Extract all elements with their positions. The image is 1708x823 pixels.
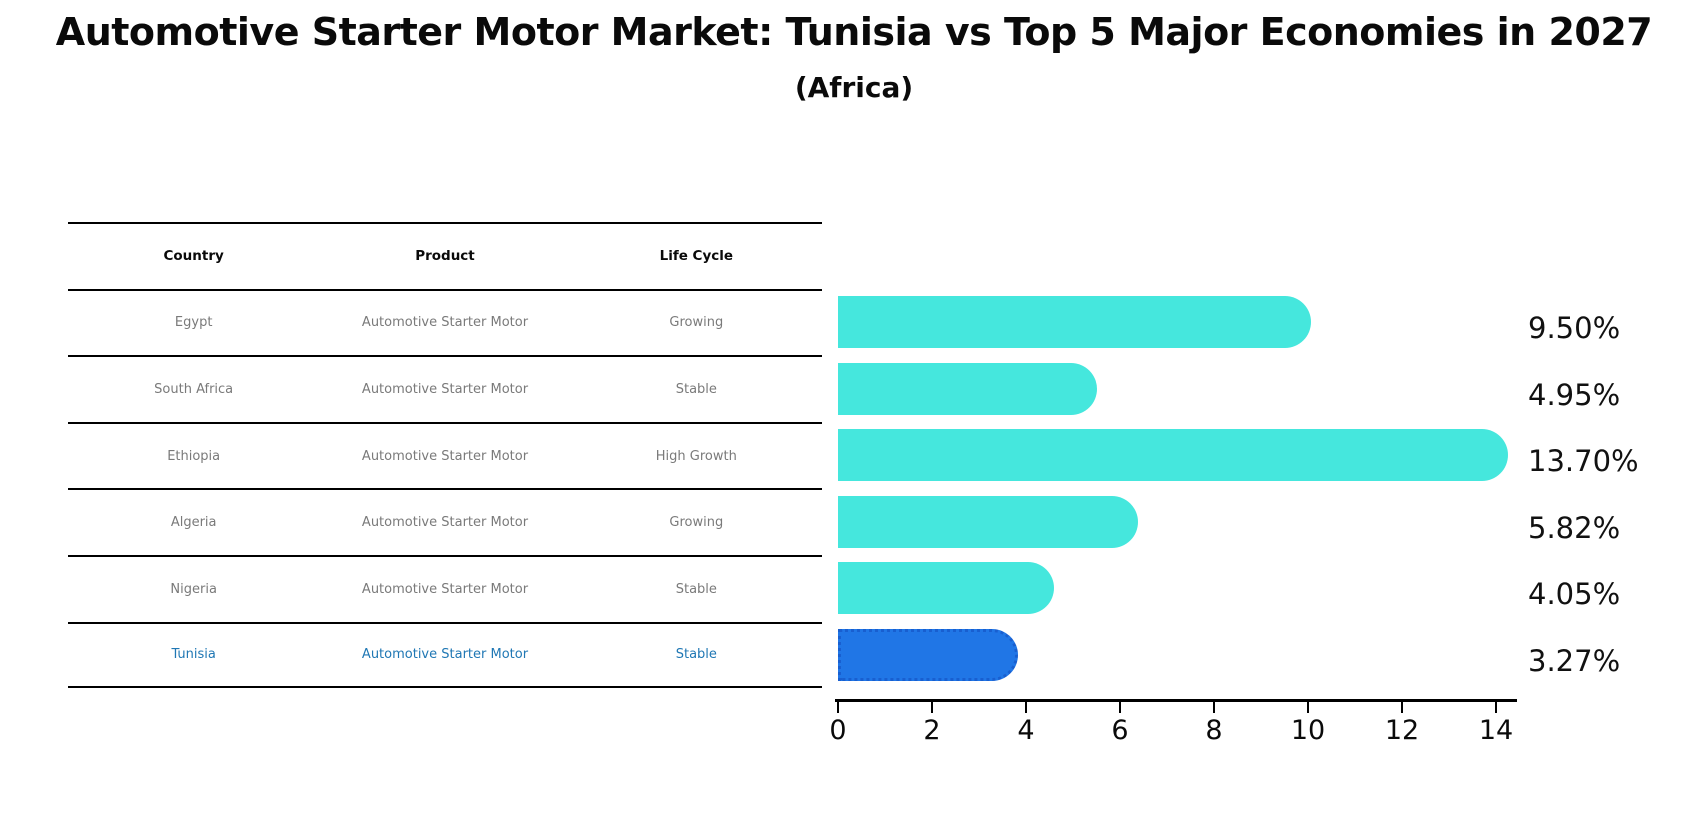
x-axis-tick xyxy=(1213,700,1215,713)
table-cell-product: Automotive Starter Motor xyxy=(361,647,529,663)
bar-value-label: 4.05% xyxy=(1528,577,1621,612)
x-axis-tick xyxy=(837,700,839,713)
table-cell-life-cycle: High Growth xyxy=(655,448,737,464)
table-cell-life-cycle: Growing xyxy=(669,515,724,531)
bar-value-label: 9.50% xyxy=(1528,310,1621,345)
table-row: South Africa Automotive Starter Motor St… xyxy=(68,355,822,422)
bar xyxy=(838,562,1055,615)
table-row: Tunisia Automotive Starter Motor Stable xyxy=(68,621,822,689)
bar-value-label: 5.82% xyxy=(1528,510,1621,545)
column-header-life-cycle: Life Cycle xyxy=(659,248,734,265)
column-header-country: Country xyxy=(163,248,224,265)
bar-value-label: 13.70% xyxy=(1528,444,1639,479)
table-cell-country: Nigeria xyxy=(170,581,217,597)
bar xyxy=(838,362,1097,415)
table-cell-country: Algeria xyxy=(170,515,217,531)
table-cell-life-cycle: Growing xyxy=(669,315,724,331)
table-cell-country: South Africa xyxy=(154,381,234,397)
x-axis-tick xyxy=(1495,700,1497,713)
table-header-row: Country Product Life Cycle xyxy=(68,222,822,289)
table-cell-country: Ethiopia xyxy=(167,448,221,464)
table-cell-product: Automotive Starter Motor xyxy=(361,315,529,331)
table-cell-country: Tunisia xyxy=(171,647,216,663)
bar xyxy=(838,429,1508,482)
table-cell-product: Automotive Starter Motor xyxy=(361,448,529,464)
table-cell-life-cycle: Stable xyxy=(675,381,717,397)
x-axis-line xyxy=(835,699,1517,702)
table-cell-life-cycle: Stable xyxy=(675,647,717,663)
x-axis-tick xyxy=(1025,700,1027,713)
x-axis-tick-label: 4 xyxy=(1017,715,1035,746)
table-cell-country: Egypt xyxy=(174,315,213,331)
x-axis-tick xyxy=(931,700,933,713)
bar xyxy=(838,495,1138,548)
x-axis-tick xyxy=(1401,700,1403,713)
x-axis-tick-label: 10 xyxy=(1290,715,1326,746)
x-axis-tick-label: 14 xyxy=(1478,715,1514,746)
table-row: Algeria Automotive Starter Motor Growing xyxy=(68,488,822,555)
table-cell-product: Automotive Starter Motor xyxy=(361,381,529,397)
x-axis-tick-label: 0 xyxy=(829,715,847,746)
chart-subtitle: (Africa) xyxy=(794,71,914,104)
x-axis-tick-label: 12 xyxy=(1384,715,1420,746)
data-table: Country Product Life Cycle Egypt Automot… xyxy=(68,222,822,689)
table-row: Egypt Automotive Starter Motor Growing xyxy=(68,288,822,356)
table-row: Nigeria Automotive Starter Motor Stable xyxy=(68,554,822,622)
x-axis-tick-label: 2 xyxy=(923,715,941,746)
x-axis-tick-label: 8 xyxy=(1205,715,1223,746)
table-row: Ethiopia Automotive Starter Motor High G… xyxy=(68,421,822,489)
column-header-product: Product xyxy=(415,248,475,265)
bar xyxy=(838,295,1311,348)
bar xyxy=(838,628,1018,681)
bar-value-label: 4.95% xyxy=(1528,377,1621,412)
bar-value-label: 3.27% xyxy=(1528,643,1621,678)
x-axis-tick xyxy=(1119,700,1121,713)
table-cell-product: Automotive Starter Motor xyxy=(361,515,529,531)
table-cell-product: Automotive Starter Motor xyxy=(361,581,529,597)
table-cell-life-cycle: Stable xyxy=(675,581,717,597)
chart-title: Automotive Starter Motor Market: Tunisia… xyxy=(55,10,1653,54)
x-axis-tick xyxy=(1307,700,1309,713)
x-axis-tick-label: 6 xyxy=(1111,715,1129,746)
